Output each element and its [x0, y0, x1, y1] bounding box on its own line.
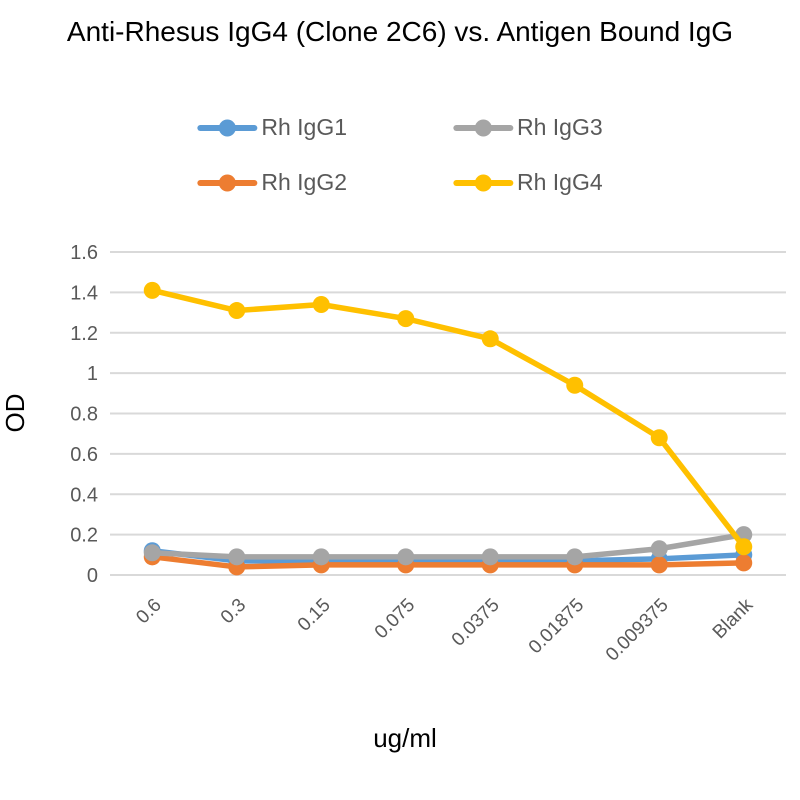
data-point-rh-igg4 [566, 376, 584, 394]
legend-line-marker-icon [197, 174, 258, 191]
legend-label: Rh IgG4 [517, 169, 603, 195]
x-tick-label: 0.075 [371, 595, 419, 643]
x-tick-label: 0.3 [217, 595, 251, 629]
y-tick-label: 0.2 [70, 525, 98, 547]
legend-label: Rh IgG1 [261, 114, 347, 140]
legend-dot-icon [218, 119, 236, 136]
legend-label: Rh IgG2 [261, 169, 347, 195]
legend-dot-icon [474, 174, 492, 191]
y-tick-label: 1.6 [70, 242, 98, 264]
y-tick-label: 0 [87, 565, 98, 587]
y-axis-title: OD [0, 394, 30, 433]
legend-line-marker-icon [453, 119, 513, 136]
y-tick-label: 1.2 [70, 323, 98, 345]
legend-item-rh-igg1: Rh IgG1 [197, 114, 347, 141]
x-tick-label: Blank [709, 594, 758, 643]
legend-item-rh-igg4: Rh IgG4 [453, 169, 603, 196]
data-point-rh-igg4 [312, 295, 330, 313]
series-line-rh-igg1 [149, 548, 747, 564]
y-tick-label: 0.6 [70, 444, 98, 466]
y-tick-label: 1 [87, 363, 98, 385]
series-line-rh-igg2 [149, 554, 747, 570]
data-point-rh-igg3 [143, 544, 161, 562]
chart-title: Anti-Rhesus IgG4 (Clone 2C6) vs. Antigen… [66, 16, 734, 47]
legend-item-rh-igg3: Rh IgG3 [453, 114, 603, 141]
x-tick-label: 0.01875 [525, 595, 588, 658]
data-point-rh-igg3 [566, 548, 584, 566]
data-point-rh-igg4 [228, 302, 246, 320]
data-point-rh-igg3 [481, 548, 499, 566]
data-point-rh-igg2 [650, 556, 668, 574]
data-point-rh-igg2 [735, 554, 753, 572]
x-tick-label: 0.0375 [448, 595, 504, 651]
data-point-rh-igg4 [143, 281, 161, 299]
y-tick-label: 1.4 [70, 282, 98, 304]
y-tick-label: 0.8 [70, 404, 98, 426]
data-point-rh-igg3 [312, 548, 330, 566]
x-axis-title: ug/ml [373, 723, 437, 753]
data-point-rh-igg3 [228, 548, 246, 566]
legend-dot-icon [218, 174, 236, 191]
series-line-rh-igg4 [149, 287, 747, 550]
x-tick-label: 0.009375 [602, 595, 673, 666]
x-tick-label: 0.6 [132, 595, 166, 629]
data-point-rh-igg4 [650, 429, 668, 447]
data-point-rh-igg3 [650, 540, 668, 558]
y-tick-label: 0.4 [70, 484, 98, 506]
legend-line-marker-icon [197, 119, 258, 136]
legend-line-marker-icon [453, 174, 513, 191]
legend-item-rh-igg2: Rh IgG2 [197, 169, 347, 196]
legend-dot-icon [474, 119, 492, 136]
x-tick-label: 0.15 [294, 595, 335, 636]
legend-label: Rh IgG3 [517, 114, 603, 140]
data-point-rh-igg3 [397, 548, 415, 566]
series-line-rh-igg3 [149, 531, 747, 560]
data-point-rh-igg4 [397, 310, 415, 328]
data-point-rh-igg4 [481, 330, 499, 348]
data-point-rh-igg4 [735, 538, 753, 556]
chart-legend: Rh IgG1 Rh IgG2 Rh IgG3 Rh IgG4 [197, 114, 603, 196]
